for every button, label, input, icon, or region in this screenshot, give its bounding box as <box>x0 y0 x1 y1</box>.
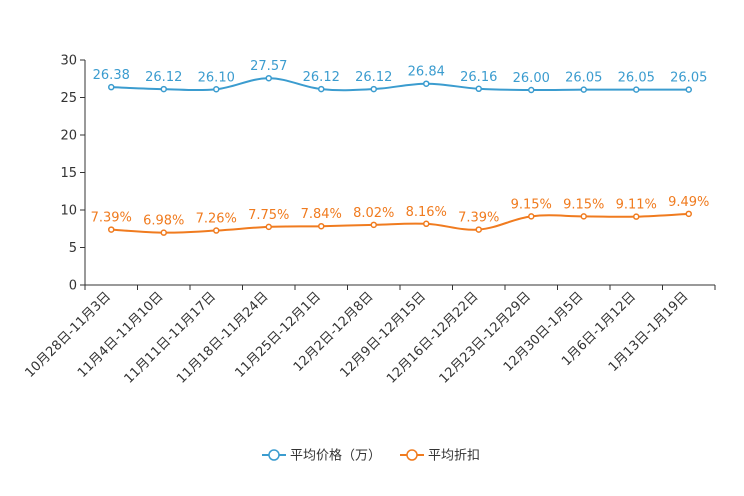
data-label: 7.75% <box>248 208 289 223</box>
data-point <box>318 222 325 230</box>
y-tick-label: 25 <box>60 91 77 106</box>
data-point <box>423 80 430 87</box>
series-line <box>111 212 689 234</box>
x-tick-label: 11月18日-11月24日 <box>174 289 271 386</box>
data-point <box>370 85 377 93</box>
data-point <box>685 86 692 93</box>
data-point <box>160 85 167 93</box>
x-tick-label: 11月11日-11月17日 <box>122 289 219 386</box>
x-tick-label: 10月28日-11月3日 <box>22 289 114 381</box>
data-point <box>265 74 272 82</box>
data-point <box>580 86 587 93</box>
legend-label: 平均折扣 <box>428 449 480 464</box>
y-tick-label: 5 <box>69 241 77 256</box>
data-label: 27.57 <box>250 59 287 74</box>
x-tick-label: 12月23日-12月29日 <box>437 289 534 386</box>
data-point <box>685 210 692 218</box>
series-layer: 26.38 26.12 26.10 27.57 26.12 26.12 26.84 26.16… <box>91 59 709 236</box>
data-point <box>108 226 115 233</box>
legend-label: 平均价格（万） <box>290 448 381 464</box>
data-label: 26.38 <box>93 68 130 83</box>
y-tick-label: 0 <box>69 279 77 294</box>
data-label: 7.26% <box>196 212 237 227</box>
data-point <box>318 85 325 93</box>
legend-item-avg-price[interactable]: 平均价格（万） <box>262 448 381 464</box>
data-point <box>475 226 482 233</box>
series-line <box>111 77 689 92</box>
data-label: 7.39% <box>458 211 499 226</box>
data-point <box>108 83 115 91</box>
data-label: 26.05 <box>618 71 655 86</box>
data-label: 8.16% <box>406 205 447 220</box>
data-point <box>160 229 167 236</box>
data-label: 26.84 <box>408 65 445 80</box>
data-point <box>265 223 272 231</box>
data-label: 26.12 <box>303 70 340 85</box>
y-tick-label: 15 <box>60 166 77 181</box>
y-tick-label: 10 <box>60 204 77 219</box>
data-point <box>423 220 430 228</box>
data-label: 6.98% <box>143 214 184 229</box>
data-point <box>213 227 220 234</box>
data-label: 26.12 <box>355 70 392 85</box>
data-label: 7.84% <box>301 207 342 222</box>
data-label: 26.05 <box>565 71 602 86</box>
data-point <box>633 213 640 220</box>
data-point <box>528 213 535 220</box>
y-tick-label: 30 <box>60 54 77 69</box>
legend-marker-icon <box>406 449 418 461</box>
data-label: 26.10 <box>198 70 235 85</box>
data-label: 8.02% <box>353 206 394 221</box>
data-point <box>633 86 640 93</box>
data-label: 26.16 <box>460 70 497 85</box>
series-avg-price: 26.38 26.12 26.10 27.57 26.12 26.12 26.84 26.16… <box>93 59 707 94</box>
data-point <box>370 221 377 229</box>
x-tick-label: 12月16日-12月22日 <box>384 289 481 386</box>
data-label: 9.11% <box>616 198 657 213</box>
data-point <box>213 86 220 93</box>
data-label: 26.12 <box>145 70 182 85</box>
data-label: 9.49% <box>668 195 709 210</box>
data-point <box>528 86 535 94</box>
data-point <box>475 85 482 93</box>
data-label: 9.15% <box>511 197 552 212</box>
legend-item-avg-discount[interactable]: 平均折扣 <box>400 449 480 464</box>
series-avg-discount: 7.39% 6.98% 7.26% 7.75% 7.84% 8.02% 8.16% 7.39%… <box>91 195 709 236</box>
data-label: 9.15% <box>563 197 604 212</box>
y-tick-label: 20 <box>60 129 77 144</box>
legend[interactable]: 平均价格（万） 平均折扣 <box>262 448 480 464</box>
data-label: 26.05 <box>670 71 707 86</box>
legend-marker-icon <box>268 449 280 461</box>
data-point <box>580 213 587 220</box>
data-label: 26.00 <box>513 71 550 86</box>
data-label: 7.39% <box>91 211 132 226</box>
